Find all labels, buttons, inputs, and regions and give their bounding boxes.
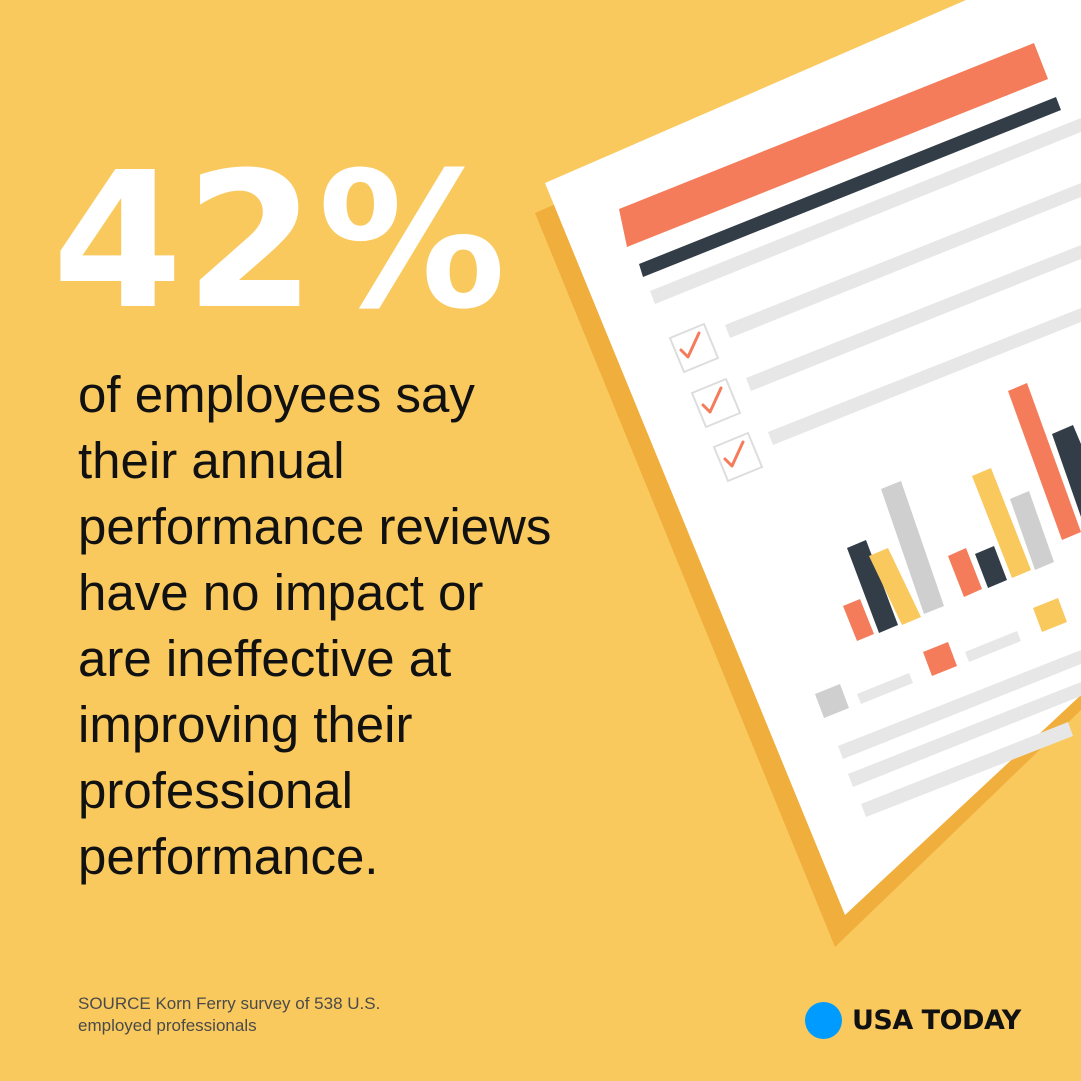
paper-text-line: [650, 118, 1081, 304]
checkbox-icon: [690, 377, 742, 429]
brand-dot-icon: [805, 1001, 842, 1039]
headline-line: performance.: [78, 828, 379, 885]
checkbox-icon: [668, 322, 720, 374]
chart-bar: [881, 481, 944, 614]
paper-subtitle-bar: [639, 97, 1061, 277]
chart-bar: [869, 548, 921, 625]
headline-stat: 42%: [52, 132, 508, 351]
legend-block: [815, 684, 849, 718]
source-line: employed professionals: [78, 1016, 257, 1035]
headline-line: have no impact or: [78, 564, 484, 621]
chart-bar: [975, 546, 1007, 588]
brand-name: USA TODAY: [852, 1004, 1021, 1036]
chart-bar: [843, 599, 874, 641]
checklist-line: [746, 245, 1081, 391]
paper-text-line: [838, 650, 1081, 759]
headline-line: of employees say: [78, 366, 475, 423]
chart-bar: [972, 468, 1031, 578]
checklist-line: [768, 308, 1081, 445]
headline-line: their annual: [78, 432, 345, 489]
chart-bar: [1010, 491, 1054, 570]
checklist-line: [725, 183, 1081, 338]
paper-sheet: [545, 0, 1081, 915]
chart-bar: [847, 540, 898, 633]
headline-line: are ineffective at: [78, 630, 452, 687]
legend-block: [923, 642, 957, 676]
chart-bar: [948, 548, 982, 597]
chart-bar: [1052, 425, 1081, 517]
headline-line: performance reviews: [78, 498, 552, 555]
legend-line: [857, 673, 913, 704]
legend-block: [1033, 598, 1067, 632]
headline-line: professional: [78, 762, 353, 819]
brand-logo: USA TODAY: [805, 1000, 1021, 1040]
source-credit: SOURCE Korn Ferry survey of 538 U.S. emp…: [78, 993, 508, 1037]
paper-text-line: [861, 722, 1073, 817]
headline-line: improving their: [78, 696, 413, 753]
paper-text-line: [848, 682, 1081, 787]
headline-text: of employees say their annual performanc…: [78, 362, 658, 890]
checklist: [668, 183, 1081, 483]
legend-line: [965, 631, 1021, 662]
source-line: SOURCE Korn Ferry survey of 538 U.S.: [78, 994, 381, 1013]
paper-title-bar: [619, 43, 1048, 247]
chart-bar: [1008, 383, 1081, 540]
checkbox-icon: [712, 431, 764, 483]
bar-chart-icon: [843, 383, 1081, 641]
